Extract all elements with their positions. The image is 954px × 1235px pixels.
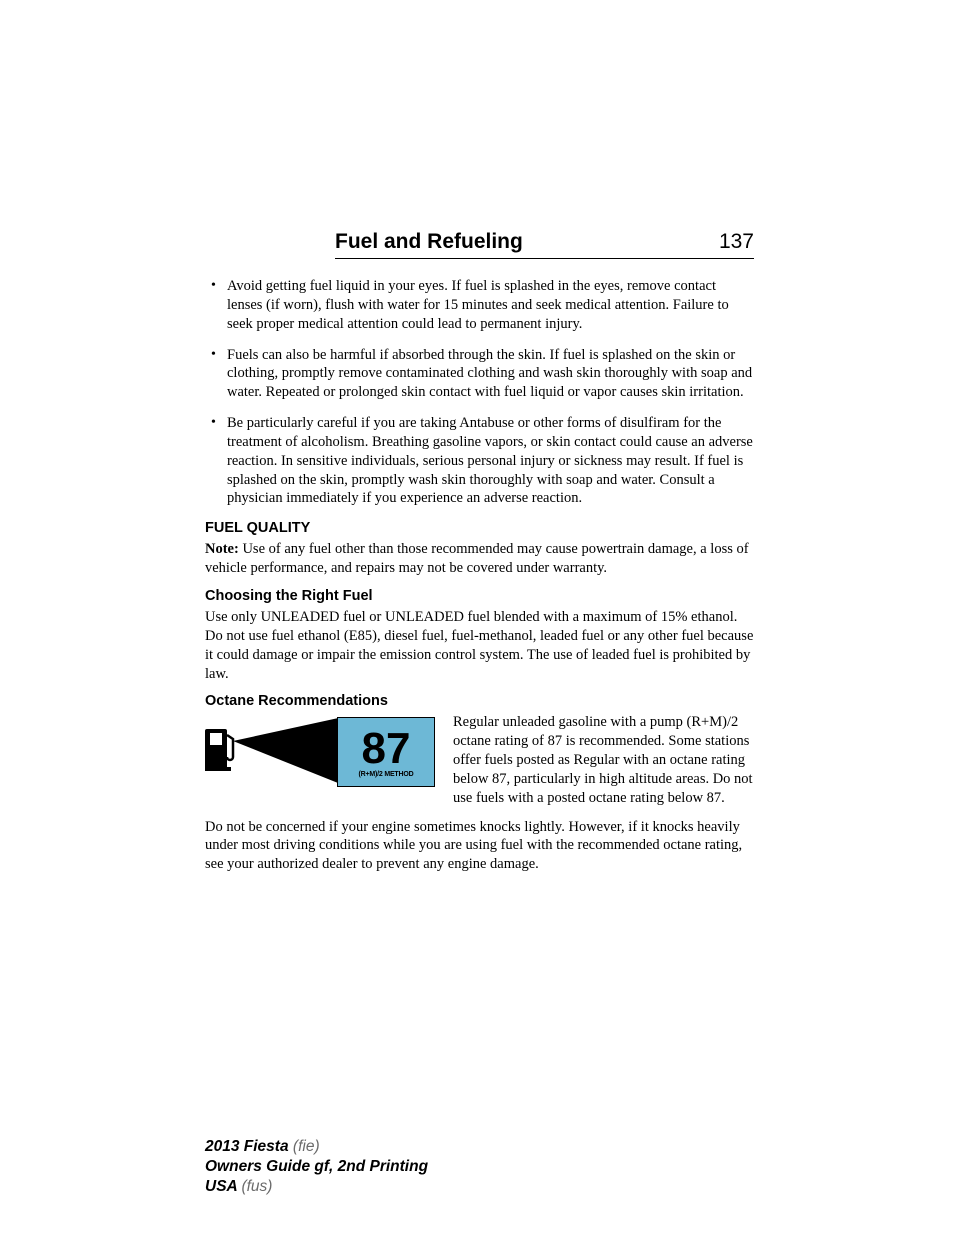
- manual-page: Fuel and Refueling 137 Avoid getting fue…: [0, 0, 954, 884]
- bullet-item: Be particularly careful if you are takin…: [227, 414, 754, 508]
- octane-sign: 87 (R+M)/2 METHOD: [337, 717, 435, 787]
- octane-number: 87: [362, 727, 411, 771]
- page-number: 137: [719, 230, 754, 254]
- fuel-quality-heading: FUEL QUALITY: [205, 520, 754, 536]
- choosing-fuel-heading: Choosing the Right Fuel: [205, 588, 754, 604]
- footer-code: (fie): [293, 1138, 320, 1155]
- footer-region: USA: [205, 1178, 241, 1195]
- fuel-quality-note: Note: Use of any fuel other than those r…: [205, 540, 754, 578]
- wedge-icon: [225, 713, 345, 791]
- octane-graphic: 87 (R+M)/2 METHOD: [205, 713, 435, 791]
- footer-line-2: Owners Guide gf, 2nd Printing: [205, 1157, 428, 1177]
- page-header: Fuel and Refueling 137: [335, 230, 754, 259]
- footer-region-code: (fus): [241, 1178, 272, 1195]
- octane-heading: Octane Recommendations: [205, 693, 754, 709]
- footer-line-1: 2013 Fiesta (fie): [205, 1137, 428, 1157]
- octane-block: 87 (R+M)/2 METHOD Regular unleaded gasol…: [205, 713, 754, 884]
- note-label: Note:: [205, 541, 239, 557]
- choosing-fuel-text: Use only UNLEADED fuel or UNLEADED fuel …: [205, 608, 754, 683]
- safety-bullets: Avoid getting fuel liquid in your eyes. …: [205, 277, 754, 508]
- bullet-item: Avoid getting fuel liquid in your eyes. …: [227, 277, 754, 334]
- section-title: Fuel and Refueling: [335, 230, 523, 254]
- octane-para-2: Do not be concerned if your engine somet…: [205, 818, 754, 875]
- footer-line-3: USA (fus): [205, 1177, 428, 1197]
- page-footer: 2013 Fiesta (fie) Owners Guide gf, 2nd P…: [205, 1137, 428, 1197]
- octane-method: (R+M)/2 METHOD: [359, 771, 414, 778]
- bullet-item: Fuels can also be harmful if absorbed th…: [227, 346, 754, 403]
- note-text: Use of any fuel other than those recomme…: [205, 541, 749, 576]
- footer-model: 2013 Fiesta: [205, 1138, 293, 1155]
